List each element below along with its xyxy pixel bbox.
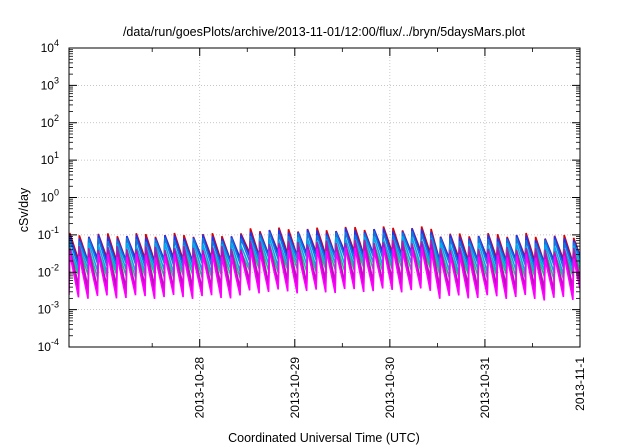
y-tick-label: 103 <box>41 75 59 92</box>
y-tick-label: 101 <box>41 150 59 167</box>
axis-ticks <box>69 47 581 348</box>
x-tick-label: 2013-11-1 <box>573 357 587 411</box>
series-line-8 <box>69 247 580 301</box>
y-tick-label: 100 <box>41 188 59 205</box>
y-tick-label: 10-4 <box>38 337 59 354</box>
y-tick-labels: 10-4 10-3 10-2 10-1 100 101 102 103 104 <box>38 38 59 354</box>
series-group <box>69 226 580 301</box>
y-tick-label: 102 <box>41 113 59 130</box>
y-tick-label: 10-2 <box>38 262 59 279</box>
y-tick-label: 104 <box>41 38 59 55</box>
x-tick-label: 2013-10-29 <box>288 357 302 419</box>
x-axis-label: Coordinated Universal Time (UTC) <box>228 431 420 445</box>
x-tick-label: 2013-10-31 <box>478 357 492 419</box>
x-tick-labels: 2013-10-28 2013-10-29 2013-10-30 2013-10-31… <box>193 357 587 419</box>
y-axis-label: cSv/day <box>17 187 31 232</box>
x-tick-label: 2013-10-28 <box>193 357 207 419</box>
y-tick-label: 10-1 <box>38 225 59 242</box>
chart-title: /data/run/goesPlots/archive/2013-11-01/1… <box>123 25 526 39</box>
y-tick-label: 10-3 <box>38 300 59 317</box>
x-tick-label: 2013-10-30 <box>383 357 397 419</box>
grid-lines <box>69 48 581 347</box>
